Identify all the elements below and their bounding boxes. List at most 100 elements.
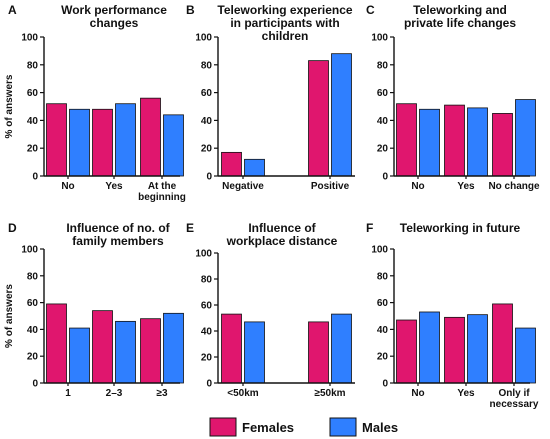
- bar-females: [492, 113, 513, 177]
- y-tick-label: 80: [201, 275, 213, 286]
- panel-title: Work performance: [61, 3, 167, 17]
- bar-females: [396, 103, 417, 177]
- category-label: Yes: [105, 181, 123, 192]
- y-tick-label: 0: [32, 172, 38, 183]
- category-label: ≥50km: [314, 388, 345, 399]
- panel-f: F Teleworking in future 0 20 40 60 80 100 No Yes O…: [366, 221, 539, 410]
- y-tick-label: 80: [27, 60, 39, 71]
- category-label: No: [411, 181, 424, 192]
- y-tick-label: 60: [27, 88, 39, 99]
- category-label: 1: [65, 388, 71, 399]
- legend: Females Males: [209, 417, 398, 437]
- y-tick-label: 60: [377, 298, 389, 309]
- y-tick-label: 60: [27, 298, 39, 309]
- y-tick-label: 40: [377, 325, 389, 336]
- panel-title: changes: [90, 16, 139, 30]
- y-tick-label: 100: [195, 249, 212, 260]
- panel-letter: E: [186, 221, 194, 235]
- panel-letter: A: [8, 3, 17, 17]
- y-tick-label: 20: [201, 353, 213, 364]
- legend-label-females: Females: [242, 420, 294, 435]
- y-tick-label: 100: [21, 33, 38, 44]
- panel-letter: B: [186, 3, 195, 17]
- bar-females: [492, 303, 513, 384]
- y-tick-label: 40: [201, 327, 213, 338]
- bar-females: [444, 316, 465, 384]
- y-tick-label: 80: [27, 271, 39, 282]
- bar-females: [140, 97, 161, 177]
- bar-males: [331, 53, 352, 177]
- y-tick-label: 20: [27, 144, 39, 155]
- bar-males: [515, 99, 536, 177]
- panel-letter: C: [366, 3, 375, 17]
- panel-title: Influence of: [248, 221, 316, 235]
- bar-males: [419, 311, 440, 384]
- y-tick-label: 0: [32, 379, 38, 390]
- category-label: At the: [148, 181, 177, 192]
- bar-females: [396, 319, 417, 384]
- panel-title: workplace distance: [226, 234, 338, 248]
- panel-letter: F: [366, 221, 373, 235]
- bar-males: [115, 103, 136, 177]
- y-tick-label: 100: [371, 245, 388, 256]
- category-label: No: [61, 181, 74, 192]
- legend-swatch-females: [209, 417, 237, 437]
- y-tick-label: 60: [201, 88, 213, 99]
- bar-males: [467, 107, 488, 177]
- y-tick-label: 0: [206, 172, 212, 183]
- bar-females: [308, 60, 329, 177]
- y-tick-label: 100: [21, 245, 38, 256]
- category-label: 2–3: [106, 388, 123, 399]
- bar-females: [92, 310, 113, 384]
- bar-males: [467, 314, 488, 384]
- bar-males: [244, 158, 265, 177]
- category-label: ≥3: [156, 388, 167, 399]
- y-tick-label: 20: [377, 144, 389, 155]
- category-label: No: [411, 388, 424, 399]
- y-tick-label: 80: [377, 271, 389, 282]
- bar-males: [163, 114, 184, 177]
- bar-males: [163, 312, 184, 384]
- panel-title: children: [262, 29, 309, 43]
- panel-title: private life changes: [404, 16, 516, 30]
- y-tick-label: 80: [377, 60, 389, 71]
- panel-title: family members: [72, 234, 164, 248]
- bar-females: [46, 303, 67, 384]
- y-tick-label: 40: [27, 325, 39, 336]
- category-label: beginning: [138, 192, 186, 203]
- y-tick-label: 20: [201, 144, 213, 155]
- bar-females: [308, 321, 329, 384]
- category-label: Only if: [498, 388, 530, 399]
- legend-label-males: Males: [362, 420, 398, 435]
- y-tick-label: 60: [377, 88, 389, 99]
- y-tick-label: 100: [195, 33, 212, 44]
- panel-title: Teleworking experience: [217, 3, 352, 17]
- category-label: necessary: [490, 399, 539, 410]
- category-label: <50km: [227, 388, 259, 399]
- y-tick-label: 60: [201, 301, 213, 312]
- y-tick-label: 0: [382, 379, 388, 390]
- panel-title: Teleworking in future: [400, 221, 521, 235]
- y-tick-label: 80: [201, 60, 213, 71]
- bar-males: [69, 108, 90, 177]
- y-tick-label: 20: [377, 352, 389, 363]
- y-tick-label: 0: [206, 379, 212, 390]
- panel-title: Influence of no. of: [66, 221, 170, 235]
- bar-males: [244, 321, 265, 384]
- bar-males: [419, 108, 440, 177]
- legend-swatch-males: [329, 417, 357, 437]
- panel-letter: D: [8, 221, 17, 235]
- bar-males: [331, 313, 352, 384]
- y-axis-label: % of answers: [4, 284, 15, 348]
- bar-females: [140, 318, 161, 384]
- bar-females: [221, 151, 242, 177]
- bar-females: [221, 313, 242, 384]
- y-tick-label: 40: [377, 116, 389, 127]
- bar-males: [515, 327, 536, 384]
